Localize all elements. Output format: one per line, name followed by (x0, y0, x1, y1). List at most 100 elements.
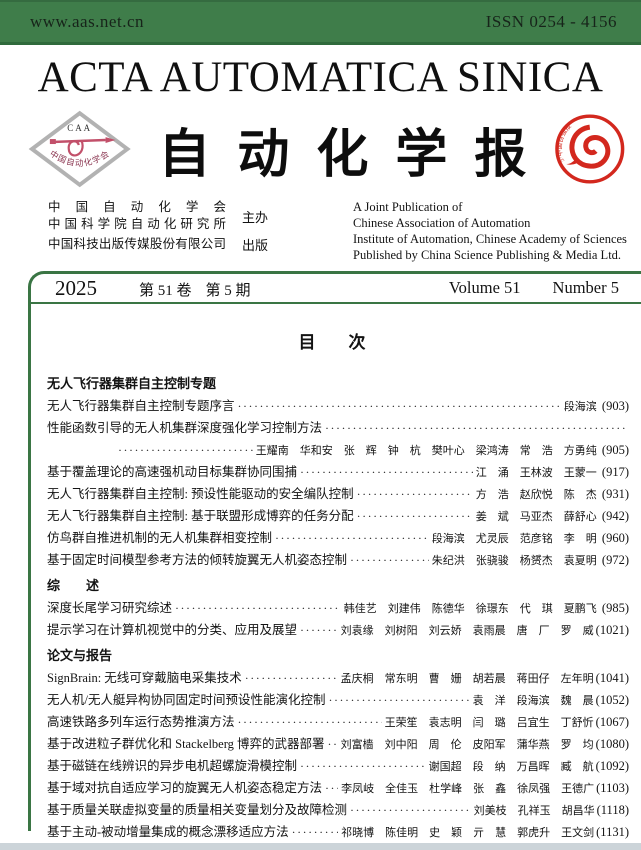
toc-entry-title: 基于改进粒子群优化和 Stackelberg 博弈的武器部署 (47, 737, 325, 751)
toc-entry: 基于质量关联虚拟变量的质量相关变量划分及故障检测 刘美枝 孔祥玉 胡昌华(1118… (47, 799, 629, 821)
toc-entry: 基于改进粒子群优化和 Stackelberg 博弈的武器部署 刘富樯 刘中阳 周 … (47, 733, 629, 755)
toc-entry-page: (905) (598, 443, 629, 457)
publication-line: Institute of Automation, Chinese Academy… (353, 232, 627, 246)
toc-entry-page: (972) (598, 553, 629, 567)
toc-entry: 提示学习在计算机视觉中的分类、应用及展望 刘袁缘 刘树阳 刘云娇 袁雨晨 唐 厂 … (47, 619, 629, 641)
toc-entry-title: 基于质量关联虚拟变量的质量相关变量划分及故障检测 (47, 803, 348, 817)
toc-entry-continuation: 王耀南 华和安 张 辉 钟 杭 樊叶心 梁鸿涛 常 浩 方勇纯 (905) (47, 439, 629, 461)
toc-entry: 基于域对抗自适应学习的旋翼无人机姿态稳定方法 李凤岐 全佳玉 杜学峰 张 鑫 徐凤… (47, 777, 629, 799)
publication-line: A Joint Publication of (353, 200, 463, 214)
toc-entry-title: 无人飞行器集群自主控制专题序言 (47, 399, 235, 413)
dot-leader (275, 527, 429, 549)
caa-logo-label: CAA (67, 123, 92, 133)
toc-entry-title: 无人飞行器集群自主控制: 预设性能驱动的安全编队控制 (47, 487, 354, 501)
toc-entry-page: (1103) (596, 781, 629, 795)
dot-leader (350, 549, 429, 571)
toc-entry-authors: 孟庆桐 常东明 曹 姗 胡若晨 蒋田仔 左年明 (340, 673, 594, 685)
journal-title-chinese: 自动化学报 (158, 126, 554, 184)
page-edge (0, 843, 641, 850)
toc-section-heading: 论文与报告 (47, 648, 113, 663)
toc-entry-authors: 韩佳艺 刘建伟 陈德华 徐璟东 代 琪 夏鹏飞 (343, 603, 597, 615)
toc-entry: 仿鸟群自推进机制的无人机集群相变控制 段海滨 尤灵辰 范彦铭 李 明 (960) (47, 527, 629, 549)
toc-entry-title: 基于磁链在线辨识的异步电机超螺旋滑模控制 (47, 759, 298, 773)
dot-leader (325, 417, 626, 439)
dot-leader (357, 483, 473, 505)
toc-entry: 基于覆盖理论的高速强机动目标集群协同围捕 江 涌 王林波 王蒙一 (917) (47, 461, 629, 483)
toc-entry-title: 性能函数引导的无人机集群深度强化学习控制方法 (47, 421, 323, 435)
toc-entry-authors: 朱纪洪 张骁骏 杨赟杰 袁夏明 (431, 555, 597, 567)
publisher-casia: 中国科学院自动化研究所 (48, 217, 226, 231)
toc-entry-authors: 刘富樯 刘中阳 周 伦 皮阳军 蒲华燕 罗 均 (340, 739, 594, 751)
publisher-cspm: 中国科技出版传媒股份有限公司 (48, 237, 226, 251)
dot-leader (357, 505, 473, 527)
issue-number-cn: 第 5 期 (205, 282, 251, 299)
publisher-caa: 中国自动化学会 (48, 200, 226, 214)
toc-entry: 无人飞行器集群自主控制专题序言 段海滨 (903) (47, 395, 629, 417)
issue-info-bar: 2025 第 51 卷 第 5 期 Volume 51 Number 5 (31, 274, 641, 304)
toc-entry-title: 高速铁路多列车运行态势推演方法 (47, 715, 235, 729)
toc-entry: 基于固定时间模型参考方法的倾转旋翼无人机姿态控制朱纪洪 张骁骏 杨赟杰 袁夏明 … (47, 549, 629, 571)
toc-entry-title: 无人飞行器集群自主控制: 基于联盟形成博弈的任务分配 (47, 509, 354, 523)
toc-entry-authors: 江 涌 王林波 王蒙一 (475, 467, 597, 479)
issue-number-en: Number 5 (552, 278, 619, 297)
toc-entry-page: (1052) (595, 693, 629, 707)
toc-entry-page: (1021) (595, 623, 629, 637)
toc-entry-authors: 王荣笙 袁志明 闫 璐 吕宜生 丁舒忻 (384, 717, 594, 729)
dot-leader (328, 733, 338, 755)
dot-leader (118, 439, 253, 461)
toc-entry-title: 无人机/无人艇异构协同固定时间预设性能演化控制 (47, 693, 326, 707)
toc-entry: 无人飞行器集群自主控制: 基于联盟形成博弈的任务分配 姜 斌 马亚杰 薛舒心 (9… (47, 505, 629, 527)
issue-year: 2025 (55, 275, 97, 300)
dot-leader (328, 689, 469, 711)
dot-leader (300, 461, 473, 483)
dot-leader (325, 777, 338, 799)
masthead-bar: www.aas.net.cn ISSN 0254 - 4156 (0, 0, 641, 45)
toc-entry-authors: 祁晓博 陈佳明 史 颖 亓 慧 郭虎升 王文剑 (341, 827, 595, 839)
publishers-chinese: 中国自动化学会 中国科学院自动化研究所 主办 中国科技出版传媒股份有限公司 出版 (48, 199, 268, 254)
toc-entry-authors: 刘美枝 孔祥玉 胡昌华 (473, 805, 595, 817)
toc-entry: 无人机/无人艇异构协同固定时间预设性能演化控制 袁 洋 段海滨 魏 晨(1052) (47, 689, 629, 711)
journal-title-english: ACTA AUTOMATICA SINICA (37, 54, 604, 101)
toc-section-heading: 无人飞行器集群自主控制专题 (47, 376, 217, 391)
toc-entry-authors: 姜 斌 马亚杰 薛舒心 (475, 511, 597, 523)
toc-entry-page: (942) (598, 509, 629, 523)
toc-entry-page: (1041) (595, 671, 629, 685)
toc-entry: 基于主动-被动增量集成的概念漂移适应方法 祁晓博 陈佳明 史 颖 亓 慧 郭虎升 … (47, 821, 629, 843)
toc-entry-page: (931) (598, 487, 629, 501)
publisher-row: 中国自动化学会 中国科学院自动化研究所 主办 中国科技出版传媒股份有限公司 出版… (0, 189, 641, 262)
top100-journal-badge: 2015·中国百强报刊 (553, 112, 625, 184)
toc-entry: 性能函数引导的无人机集群深度强化学习控制方法 (47, 417, 629, 439)
toc-entry-title: 基于固定时间模型参考方法的倾转旋翼无人机姿态控制 (47, 553, 348, 567)
journal-website: www.aas.net.cn (30, 12, 144, 31)
toc-entry-authors: 袁 洋 段海滨 魏 晨 (472, 695, 594, 707)
journal-issn: ISSN 0254 - 4156 (485, 12, 617, 31)
dot-leader (350, 799, 471, 821)
content-box: 2025 第 51 卷 第 5 期 Volume 51 Number 5 目 次… (28, 271, 641, 839)
dot-leader (175, 597, 341, 619)
toc-heading: 目 次 (298, 333, 374, 352)
toc-entry: 深度长尾学习研究综述 韩佳艺 刘建伟 陈德华 徐璟东 代 琪 夏鹏飞 (985) (47, 597, 629, 619)
toc-entry-authors: 段海滨 (563, 401, 597, 413)
toc-entry-page: (903) (598, 399, 629, 413)
toc-entry-page: (917) (598, 465, 629, 479)
publication-line: Chinese Association of Automation (353, 216, 531, 230)
toc-entry-title: 基于域对抗自适应学习的旋翼无人机姿态稳定方法 (47, 781, 323, 795)
toc-entry-authors: 方 浩 赵欣悦 陈 杰 (475, 489, 597, 501)
issue-volume-cn: 第 51 卷 (139, 282, 192, 299)
toc-entry-title: 仿鸟群自推进机制的无人机集群相变控制 (47, 531, 273, 545)
toc-entry-page: (1092) (595, 759, 629, 773)
toc-entry-page: (1080) (595, 737, 629, 751)
dot-leader (300, 755, 426, 777)
dot-leader (300, 619, 338, 641)
toc-entry-authors: 王耀南 华和安 张 辉 钟 杭 樊叶心 梁鸿涛 常 浩 方勇纯 (255, 445, 597, 457)
toc-entry-page: (1067) (595, 715, 629, 729)
toc-entry-page: (960) (598, 531, 629, 545)
dot-leader (245, 667, 338, 689)
caa-logo: CAA 中国自动化学会 (28, 110, 131, 188)
role-publish-label: 出版 (242, 238, 269, 253)
toc-entry-authors: 段海滨 尤灵辰 范彦铭 李 明 (431, 533, 597, 545)
role-host-label: 主办 (242, 209, 269, 225)
toc-entry-authors: 谢国超 段 纳 万昌晖 臧 航 (428, 761, 594, 773)
